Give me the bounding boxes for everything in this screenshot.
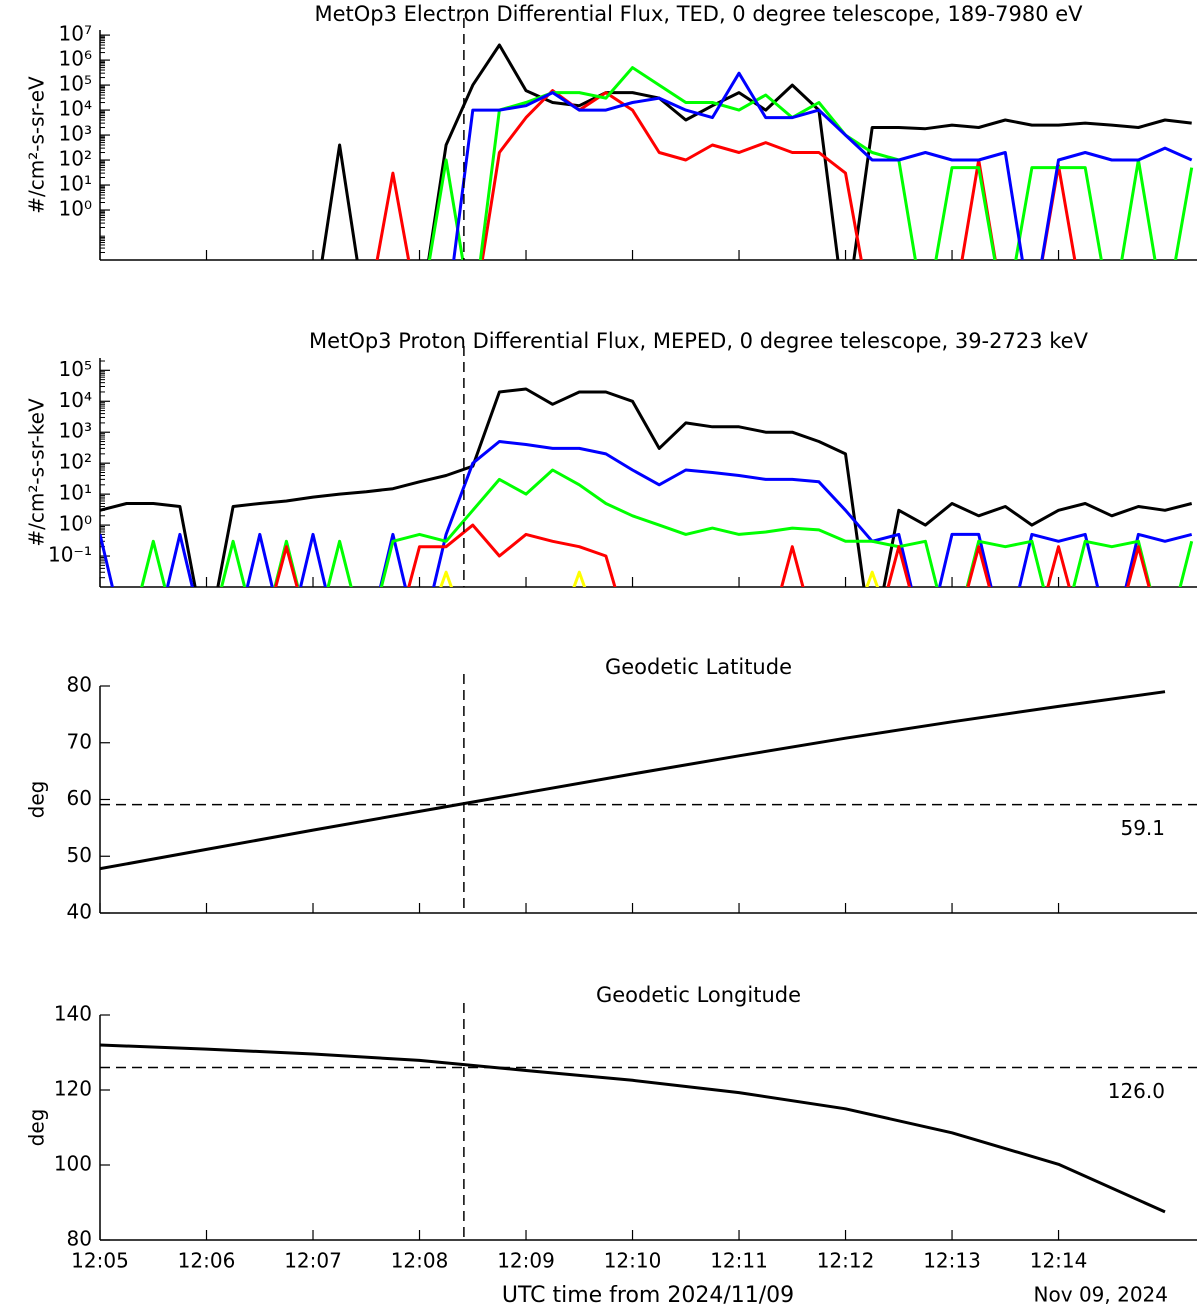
y-tick-label: 10⁵ xyxy=(59,72,92,96)
y-axis-label: #/cm²-s-sr-keV xyxy=(25,398,49,547)
reference-label: 126.0 xyxy=(1108,1079,1165,1103)
y-tick-label: 10⁷ xyxy=(59,22,92,46)
x-axis-label: UTC time from 2024/11/09 xyxy=(502,1283,794,1308)
x-tick-label: 12:07 xyxy=(284,1249,342,1273)
y-axis-label: #/cm²-s-sr-eV xyxy=(25,76,49,214)
y-tick-label: 140 xyxy=(54,1002,92,1026)
y-tick-label: 10¹ xyxy=(59,481,92,505)
y-tick-label: 70 xyxy=(67,729,92,753)
y-tick-label: 10¹ xyxy=(59,172,92,196)
y-tick-label: 10⁻¹ xyxy=(48,543,92,567)
data-line xyxy=(274,523,1151,587)
y-tick-label: 10² xyxy=(59,147,92,171)
x-tick-label: 12:10 xyxy=(604,1249,662,1273)
data-line xyxy=(100,387,1193,587)
date-label: Nov 09, 2024 xyxy=(1034,1283,1168,1307)
x-tick-label: 12:13 xyxy=(923,1249,981,1273)
y-tick-label: 80 xyxy=(67,673,92,697)
y-tick-label: 10⁴ xyxy=(59,97,92,121)
x-tick-label: 12:12 xyxy=(817,1249,875,1273)
y-axis-label: deg xyxy=(25,1109,49,1147)
reference-label: 59.1 xyxy=(1120,816,1165,840)
data-line xyxy=(320,43,1192,260)
y-tick-label: 40 xyxy=(67,900,92,924)
y-tick-label: 10⁰ xyxy=(59,512,92,536)
data-line xyxy=(140,468,1194,587)
chart-title: Geodetic Latitude xyxy=(605,655,792,679)
data-line xyxy=(375,89,1077,260)
y-tick-label: 10² xyxy=(59,450,92,474)
chart-title: Geodetic Longitude xyxy=(596,983,801,1007)
x-tick-label: 12:05 xyxy=(71,1249,129,1273)
y-axis-label: deg xyxy=(25,781,49,819)
x-tick-label: 12:09 xyxy=(497,1249,555,1273)
y-tick-label: 120 xyxy=(54,1077,92,1101)
y-tick-label: 80 xyxy=(67,1227,92,1251)
x-tick-label: 12:08 xyxy=(391,1249,449,1273)
data-line xyxy=(439,570,880,587)
data-line xyxy=(452,71,1193,260)
y-tick-label: 10⁶ xyxy=(59,47,92,71)
data-line xyxy=(100,690,1166,871)
x-tick-label: 12:06 xyxy=(178,1249,236,1273)
data-line xyxy=(100,1043,1166,1214)
y-tick-label: 50 xyxy=(67,843,92,867)
chart-title: MetOp3 Electron Differential Flux, TED, … xyxy=(314,2,1083,26)
x-tick-label: 12:11 xyxy=(710,1249,768,1273)
y-tick-label: 10³ xyxy=(59,122,92,146)
chart-title: MetOp3 Proton Differential Flux, MEPED, … xyxy=(309,329,1089,353)
y-tick-label: 60 xyxy=(67,786,92,810)
y-tick-label: 10³ xyxy=(59,419,92,443)
y-tick-label: 10⁵ xyxy=(59,357,92,381)
y-tick-label: 10⁰ xyxy=(59,197,92,221)
data-line xyxy=(427,66,1194,260)
data-line xyxy=(100,440,1193,587)
x-tick-label: 12:14 xyxy=(1030,1249,1088,1273)
y-tick-label: 100 xyxy=(54,1152,92,1176)
y-tick-label: 10⁴ xyxy=(59,388,92,412)
